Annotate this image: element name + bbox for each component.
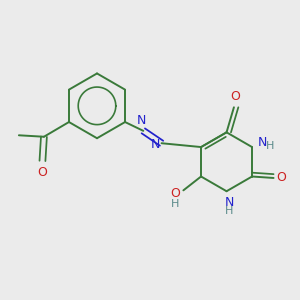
Text: N: N <box>150 138 160 151</box>
Text: O: O <box>230 91 240 103</box>
Text: N: N <box>225 196 234 209</box>
Text: O: O <box>38 166 47 178</box>
Text: H: H <box>266 141 274 151</box>
Text: N: N <box>258 136 267 149</box>
Text: O: O <box>276 172 286 184</box>
Text: H: H <box>225 206 234 216</box>
Text: O: O <box>170 187 180 200</box>
Text: H: H <box>171 199 180 209</box>
Text: N: N <box>136 114 146 127</box>
